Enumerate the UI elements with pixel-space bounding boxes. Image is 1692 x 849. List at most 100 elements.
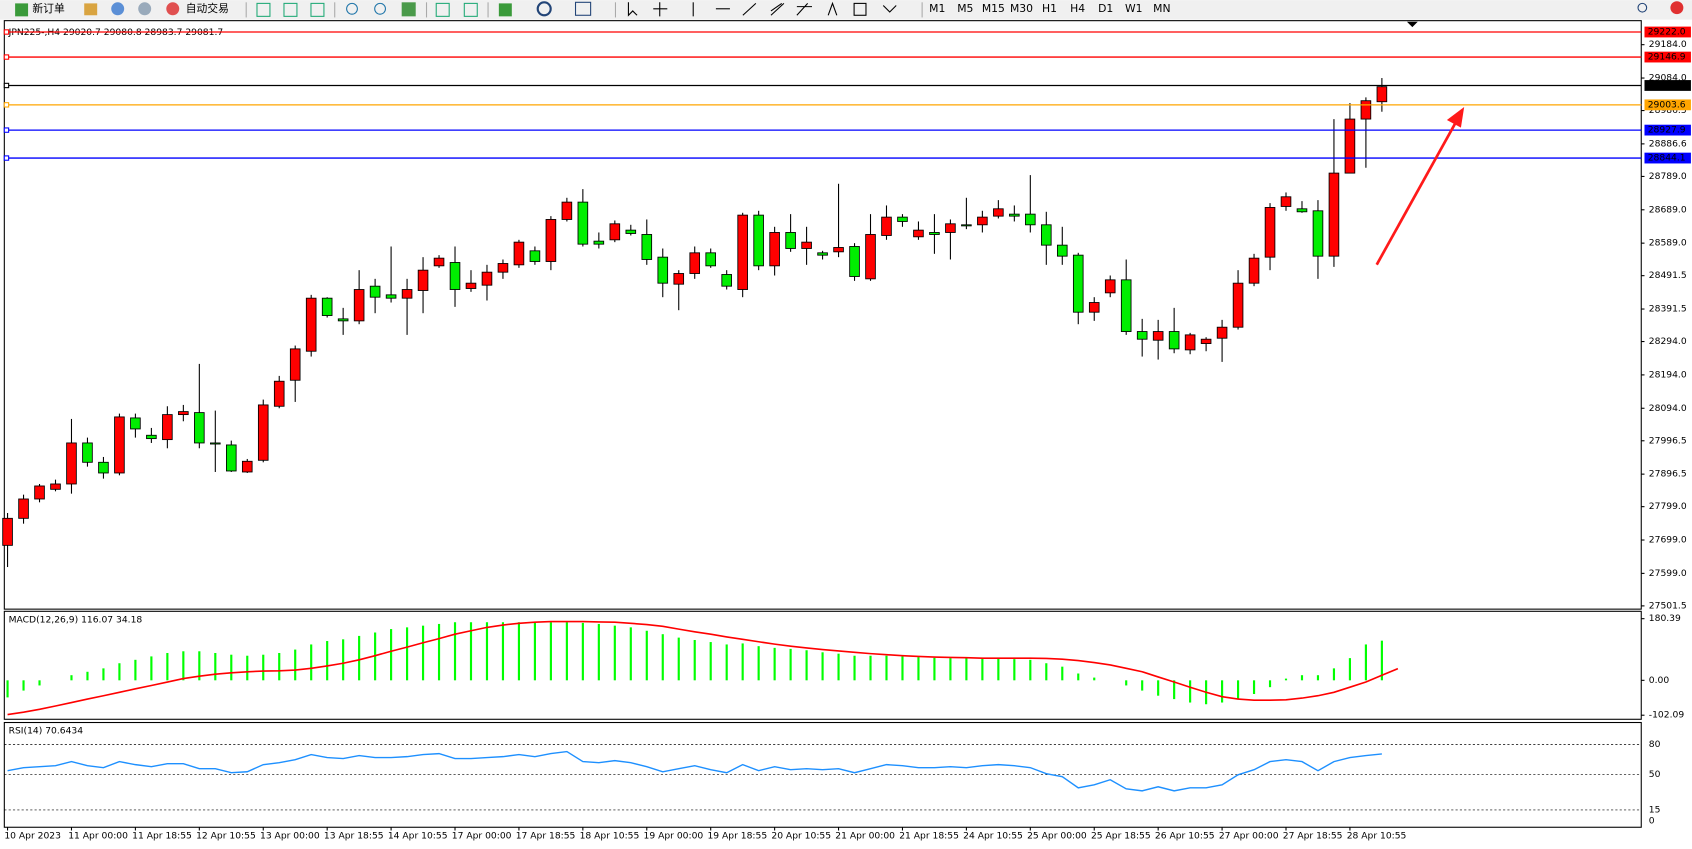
icon[interactable] [138, 2, 152, 16]
price-level-handle [3, 127, 10, 133]
candle-body [465, 282, 477, 289]
y-tick-label: 28589.0 [1649, 238, 1687, 249]
candle-body [369, 285, 381, 298]
y-tick-label: 50 [1649, 769, 1661, 780]
trendline-icon[interactable] [742, 2, 757, 16]
new-order-button[interactable]: 新订单 [32, 2, 65, 15]
candle-body [337, 318, 349, 322]
shift-marker [1406, 21, 1418, 28]
price-level-label: 29146.9 [1648, 52, 1686, 63]
candle-body [1120, 279, 1132, 332]
candle-body [82, 442, 93, 463]
candle-body [481, 271, 493, 286]
y-tick-label: 28886.6 [1649, 138, 1687, 149]
candle-body [1136, 331, 1148, 340]
y-tick-label: 27799.0 [1649, 501, 1687, 512]
icon[interactable] [536, 1, 552, 17]
icon[interactable] [435, 2, 450, 17]
candle-body [961, 224, 972, 227]
candle-body [753, 214, 764, 267]
candle-body [1232, 282, 1244, 328]
icon[interactable] [256, 2, 271, 17]
candle-body [449, 262, 461, 290]
timeframe-button[interactable]: H1 [1042, 2, 1057, 15]
x-tick-label: 18 Apr 10:55 [580, 830, 640, 841]
price-level-tag [1644, 51, 1691, 63]
y-tick-label: 29184.0 [1649, 39, 1687, 50]
timeframe-button[interactable]: D1 [1098, 2, 1113, 15]
candle-body [641, 234, 653, 260]
candle-body [385, 294, 397, 299]
candle-body [993, 208, 1004, 217]
candle-body [929, 232, 940, 235]
auto-trading-button[interactable]: 自动交易 [186, 2, 229, 15]
candle-body [865, 234, 876, 280]
candle-body [801, 241, 812, 249]
candle-body [162, 414, 173, 441]
x-tick-label: 21 Apr 18:55 [899, 830, 959, 841]
candle-body [609, 223, 621, 241]
icon[interactable] [84, 3, 98, 16]
y-tick-label: 0.00 [1649, 675, 1670, 686]
icon[interactable] [283, 2, 298, 17]
notification-icon[interactable] [1670, 1, 1684, 15]
new-order-icon[interactable] [15, 3, 29, 17]
y-tick-label: 28094.0 [1649, 403, 1687, 414]
fibo-icon[interactable] [796, 3, 812, 16]
candle-body [1041, 224, 1052, 246]
candle-body [561, 201, 573, 220]
x-tick-label: 25 Apr 00:00 [1027, 830, 1087, 841]
icon[interactable] [111, 2, 125, 16]
cursor-icon[interactable] [627, 2, 638, 17]
price-level-tag [1644, 124, 1691, 136]
timeframe-button[interactable]: M5 [957, 2, 973, 15]
zoom-out[interactable] [374, 2, 387, 15]
x-tick-label: 24 Apr 10:55 [963, 830, 1023, 841]
x-tick-label: 19 Apr 18:55 [707, 830, 767, 841]
candle-body [689, 252, 701, 274]
candle-body [1104, 279, 1116, 294]
timeframe-button[interactable]: W1 [1125, 2, 1143, 15]
price-level-handle [3, 29, 10, 35]
price-level-label: 29222.0 [1648, 27, 1686, 38]
shapes-icon[interactable] [882, 5, 897, 13]
candle-body [289, 348, 301, 381]
candle-body [593, 240, 605, 245]
zoom-in[interactable] [346, 2, 358, 15]
icon[interactable] [574, 1, 592, 16]
candle-body [1072, 254, 1084, 313]
timeframe-button[interactable]: M15 [982, 2, 1005, 15]
icon[interactable] [310, 2, 325, 17]
timeframes: M1 M5 M15 M30 H1 H4 D1 W1 MN [929, 2, 1170, 15]
candle-body [401, 289, 413, 299]
crosshair-icon[interactable] [653, 2, 668, 17]
text-icon[interactable] [827, 1, 838, 16]
candle-body [897, 216, 908, 222]
timeframe-button[interactable]: M30 [1010, 2, 1033, 15]
x-tick-label: 11 Apr 18:55 [132, 830, 192, 841]
candle-body [417, 269, 429, 291]
icon[interactable] [401, 2, 416, 17]
y-tick-label: 28391.5 [1649, 304, 1687, 315]
channel-icon[interactable] [770, 2, 785, 16]
x-tick-label: 27 Apr 00:00 [1219, 830, 1279, 841]
candle-body [497, 263, 509, 273]
x-tick-label: 17 Apr 18:55 [516, 830, 576, 841]
y-tick-label: 27599.0 [1649, 568, 1687, 579]
timeframe-button[interactable]: MN [1153, 2, 1170, 15]
candle-body [433, 257, 445, 267]
candle-body [321, 297, 333, 316]
y-tick-label: 80 [1649, 739, 1661, 750]
search-icon[interactable] [1637, 2, 1648, 13]
candle-body [769, 232, 780, 267]
price-level-handle [3, 102, 10, 108]
icon[interactable] [463, 2, 478, 17]
timeframe-button[interactable]: M1 [929, 2, 945, 15]
label-icon[interactable] [853, 2, 867, 16]
icon[interactable] [498, 3, 512, 17]
timeframe-button[interactable]: H4 [1070, 2, 1085, 15]
candle-body [130, 417, 141, 430]
candle-body [98, 461, 109, 474]
x-tick-label: 12 Apr 10:55 [196, 830, 256, 841]
auto-trading-icon[interactable] [166, 2, 180, 16]
